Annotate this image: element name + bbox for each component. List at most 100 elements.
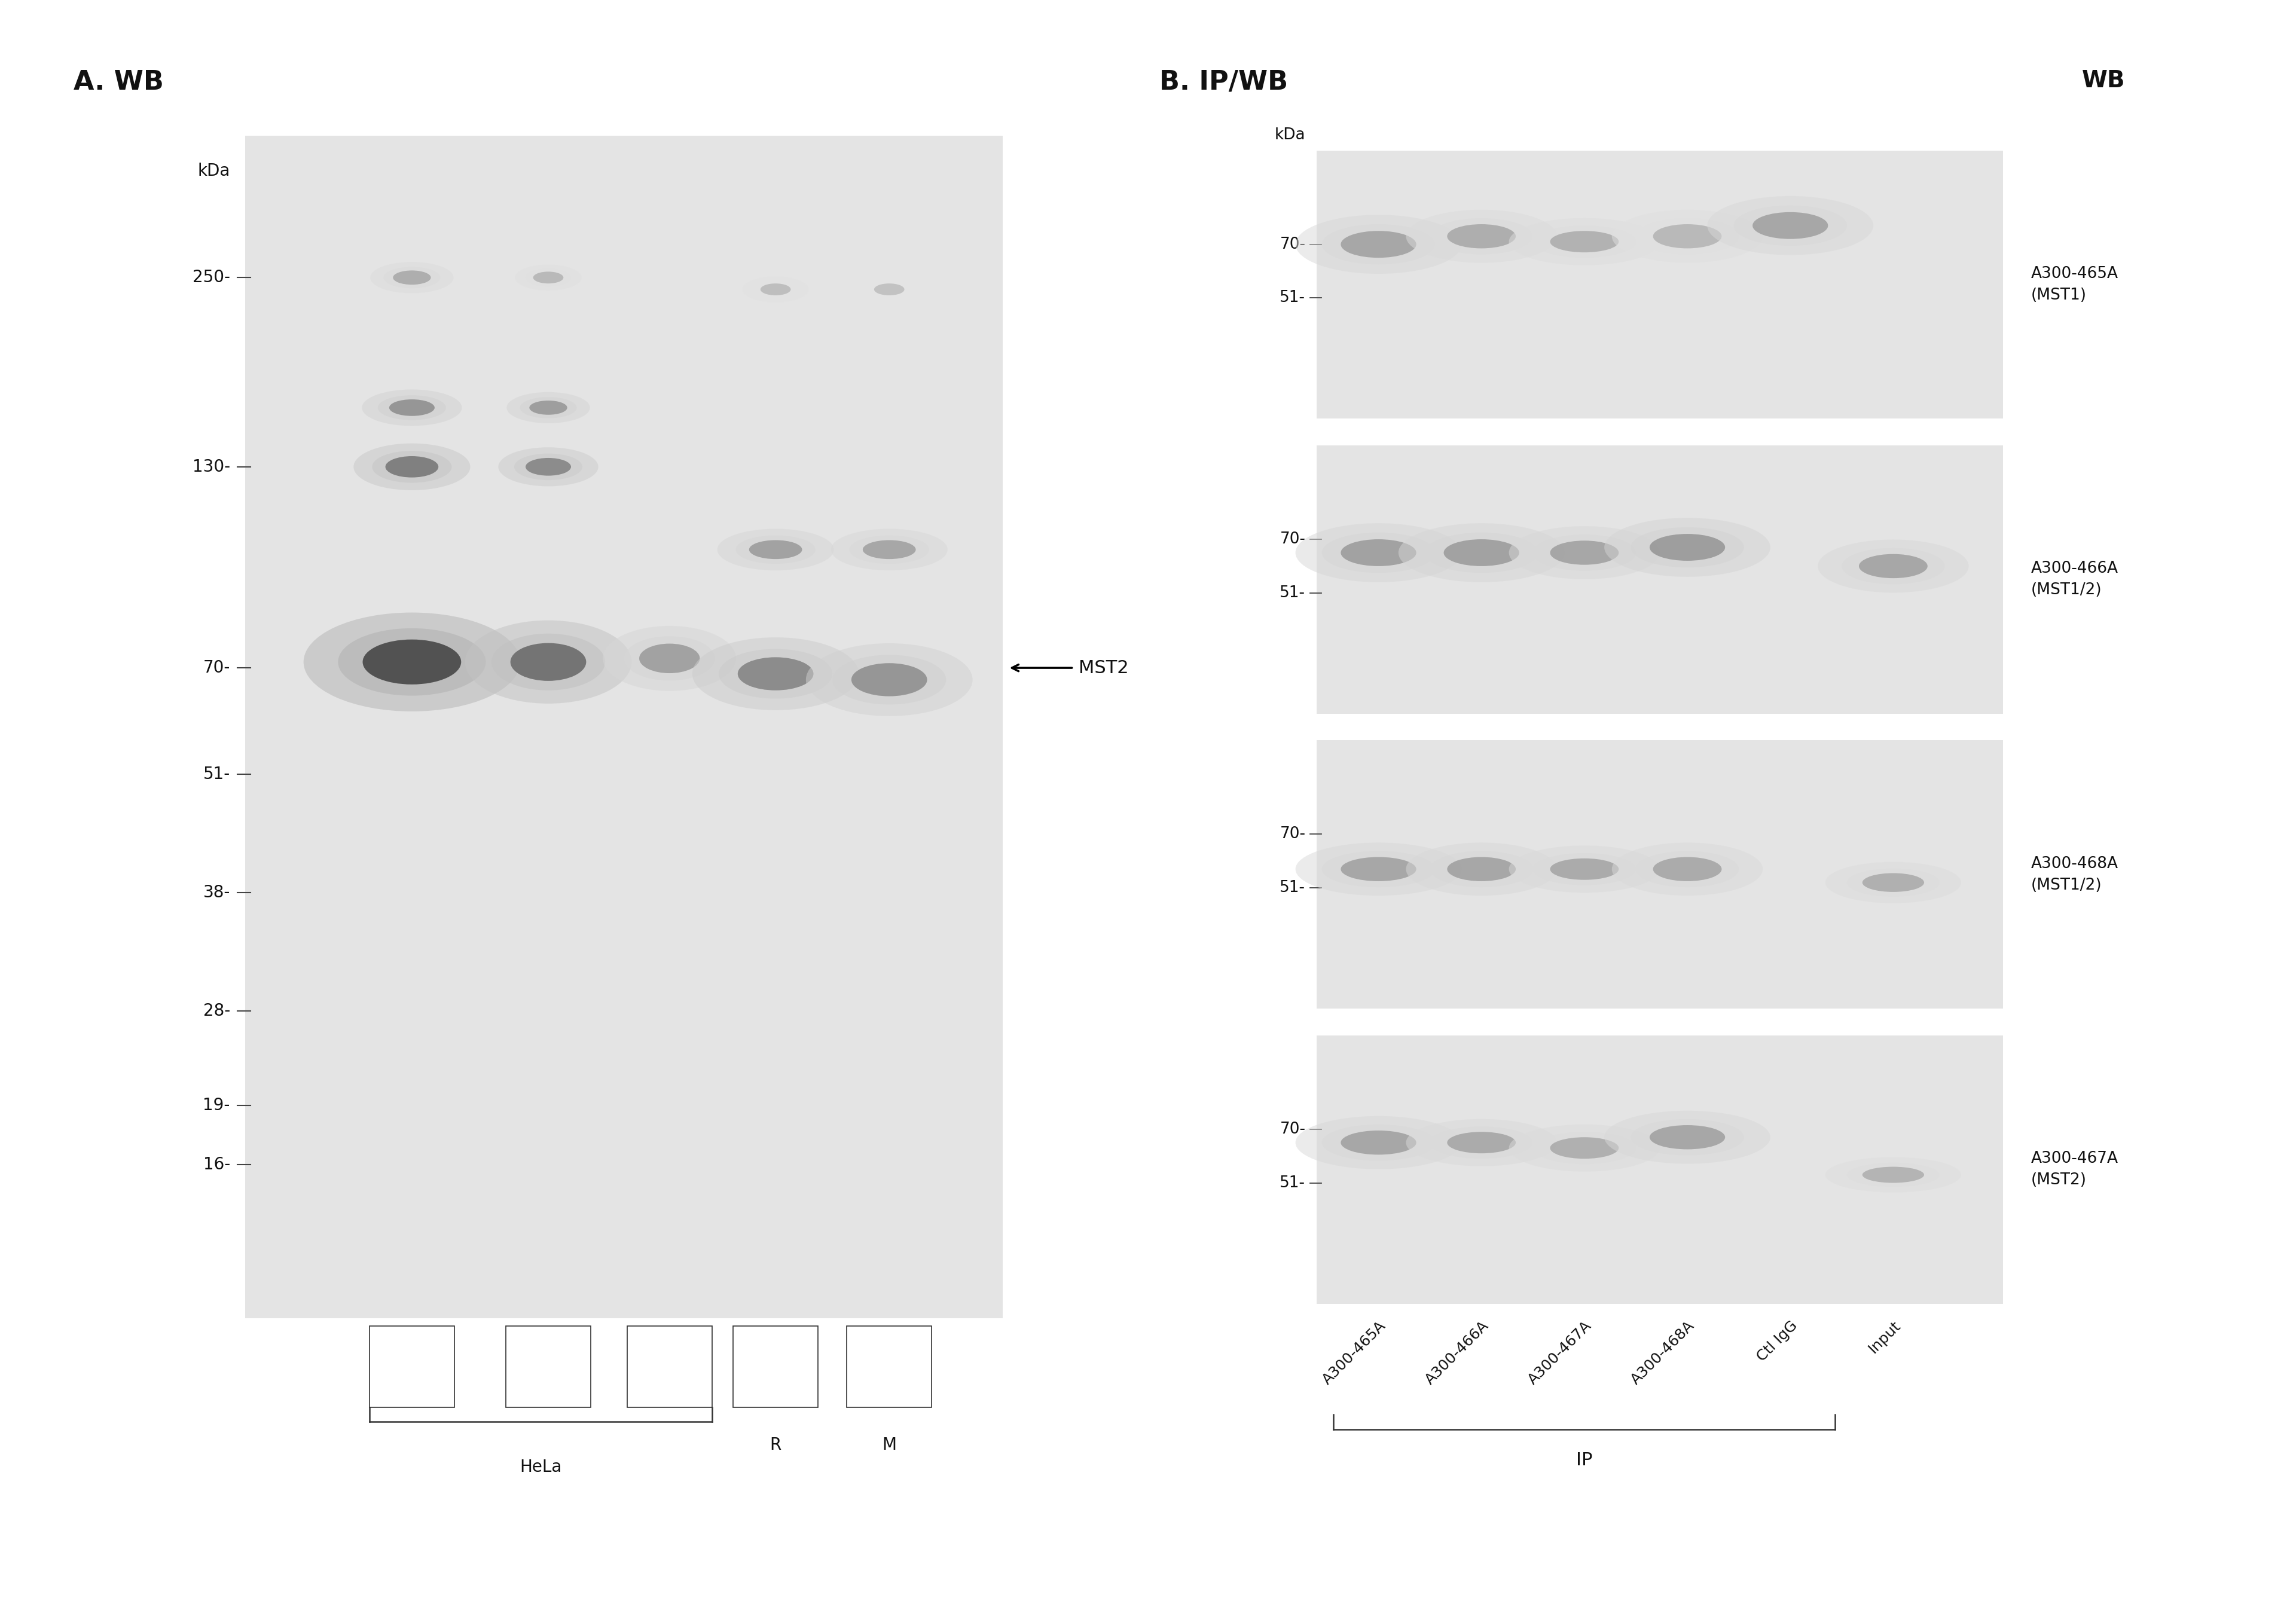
Text: M: M xyxy=(882,1437,895,1453)
Text: 38-: 38- xyxy=(202,884,230,902)
Text: 19-: 19- xyxy=(202,1098,230,1114)
Text: kDa: kDa xyxy=(1274,127,1306,143)
Ellipse shape xyxy=(1649,1125,1724,1149)
Ellipse shape xyxy=(760,283,790,296)
Ellipse shape xyxy=(1341,540,1417,566)
Text: A300-467A: A300-467A xyxy=(1525,1318,1593,1387)
Ellipse shape xyxy=(498,447,599,487)
Ellipse shape xyxy=(1862,1167,1924,1183)
Ellipse shape xyxy=(1322,532,1435,572)
Ellipse shape xyxy=(1398,524,1564,582)
Ellipse shape xyxy=(1550,858,1619,881)
Text: Ctl IgG: Ctl IgG xyxy=(1754,1318,1800,1364)
Text: 16-: 16- xyxy=(202,1157,230,1173)
Text: MST2: MST2 xyxy=(1079,659,1130,677)
Text: 50: 50 xyxy=(402,1358,422,1376)
Ellipse shape xyxy=(1635,852,1738,887)
Text: A300-465A: A300-465A xyxy=(1320,1318,1389,1387)
Ellipse shape xyxy=(379,395,445,419)
Ellipse shape xyxy=(1534,1131,1635,1163)
Ellipse shape xyxy=(383,267,441,288)
Text: IP: IP xyxy=(1577,1451,1593,1469)
Ellipse shape xyxy=(719,649,833,699)
Ellipse shape xyxy=(1446,1131,1515,1154)
Text: 15: 15 xyxy=(537,1358,558,1376)
Text: R: R xyxy=(769,1437,781,1453)
Bar xyxy=(627,1326,712,1408)
Ellipse shape xyxy=(370,262,455,292)
Text: 50: 50 xyxy=(765,1358,785,1376)
Ellipse shape xyxy=(1605,1110,1770,1163)
Ellipse shape xyxy=(510,643,585,681)
Ellipse shape xyxy=(1846,1163,1940,1188)
Text: 70-: 70- xyxy=(1279,236,1306,252)
Bar xyxy=(1316,151,2002,419)
Ellipse shape xyxy=(691,638,859,710)
Ellipse shape xyxy=(491,633,606,691)
Ellipse shape xyxy=(1630,1118,1745,1155)
Ellipse shape xyxy=(363,389,461,426)
Ellipse shape xyxy=(716,529,833,570)
Ellipse shape xyxy=(1846,868,1940,897)
Ellipse shape xyxy=(338,628,487,696)
Ellipse shape xyxy=(735,535,815,564)
Ellipse shape xyxy=(519,397,576,418)
Ellipse shape xyxy=(1612,211,1763,264)
Text: 28-: 28- xyxy=(202,1003,230,1019)
Text: B. IP/WB: B. IP/WB xyxy=(1159,69,1288,95)
Ellipse shape xyxy=(1653,225,1722,249)
Ellipse shape xyxy=(863,540,916,559)
Ellipse shape xyxy=(742,276,808,302)
Bar xyxy=(370,1326,455,1408)
Ellipse shape xyxy=(1322,225,1435,265)
Bar xyxy=(1316,741,2002,1009)
Bar xyxy=(1316,445,2002,714)
Ellipse shape xyxy=(533,272,563,283)
Ellipse shape xyxy=(866,281,912,299)
Ellipse shape xyxy=(363,640,461,685)
Ellipse shape xyxy=(303,612,521,712)
Ellipse shape xyxy=(1430,1127,1534,1159)
Ellipse shape xyxy=(514,265,581,291)
Ellipse shape xyxy=(1635,219,1738,254)
Ellipse shape xyxy=(1630,527,1745,567)
Ellipse shape xyxy=(514,453,583,480)
Ellipse shape xyxy=(1605,517,1770,577)
Ellipse shape xyxy=(1295,524,1463,582)
Text: 51-: 51- xyxy=(1279,585,1306,601)
Ellipse shape xyxy=(1341,1130,1417,1155)
Text: 51-: 51- xyxy=(1279,881,1306,895)
Text: A300-467A
(MST2): A300-467A (MST2) xyxy=(2032,1151,2119,1188)
Ellipse shape xyxy=(372,452,452,482)
Bar xyxy=(1316,1035,2002,1303)
Ellipse shape xyxy=(1550,540,1619,564)
Ellipse shape xyxy=(625,636,714,681)
Text: A300-468A: A300-468A xyxy=(1628,1318,1697,1387)
Text: A300-465A
(MST1): A300-465A (MST1) xyxy=(2032,267,2119,304)
Ellipse shape xyxy=(1708,196,1874,256)
Text: 51-: 51- xyxy=(1279,1175,1306,1191)
Ellipse shape xyxy=(753,281,799,299)
Ellipse shape xyxy=(1534,225,1635,257)
Ellipse shape xyxy=(1508,845,1660,893)
Ellipse shape xyxy=(1825,1157,1961,1192)
Bar xyxy=(732,1326,817,1408)
Ellipse shape xyxy=(875,283,905,296)
Ellipse shape xyxy=(354,444,471,490)
Ellipse shape xyxy=(1444,540,1520,566)
Ellipse shape xyxy=(393,270,432,284)
Ellipse shape xyxy=(1649,534,1724,561)
Ellipse shape xyxy=(1818,540,1968,593)
Ellipse shape xyxy=(1860,554,1929,579)
Ellipse shape xyxy=(1534,853,1635,885)
Ellipse shape xyxy=(1430,852,1534,887)
Ellipse shape xyxy=(386,456,439,477)
Ellipse shape xyxy=(1341,857,1417,881)
Ellipse shape xyxy=(1825,861,1961,903)
Ellipse shape xyxy=(1446,225,1515,249)
Ellipse shape xyxy=(1508,525,1660,579)
Text: 50: 50 xyxy=(879,1358,900,1376)
Text: 70-: 70- xyxy=(1279,826,1306,842)
Ellipse shape xyxy=(526,268,572,286)
Ellipse shape xyxy=(1295,1115,1463,1170)
